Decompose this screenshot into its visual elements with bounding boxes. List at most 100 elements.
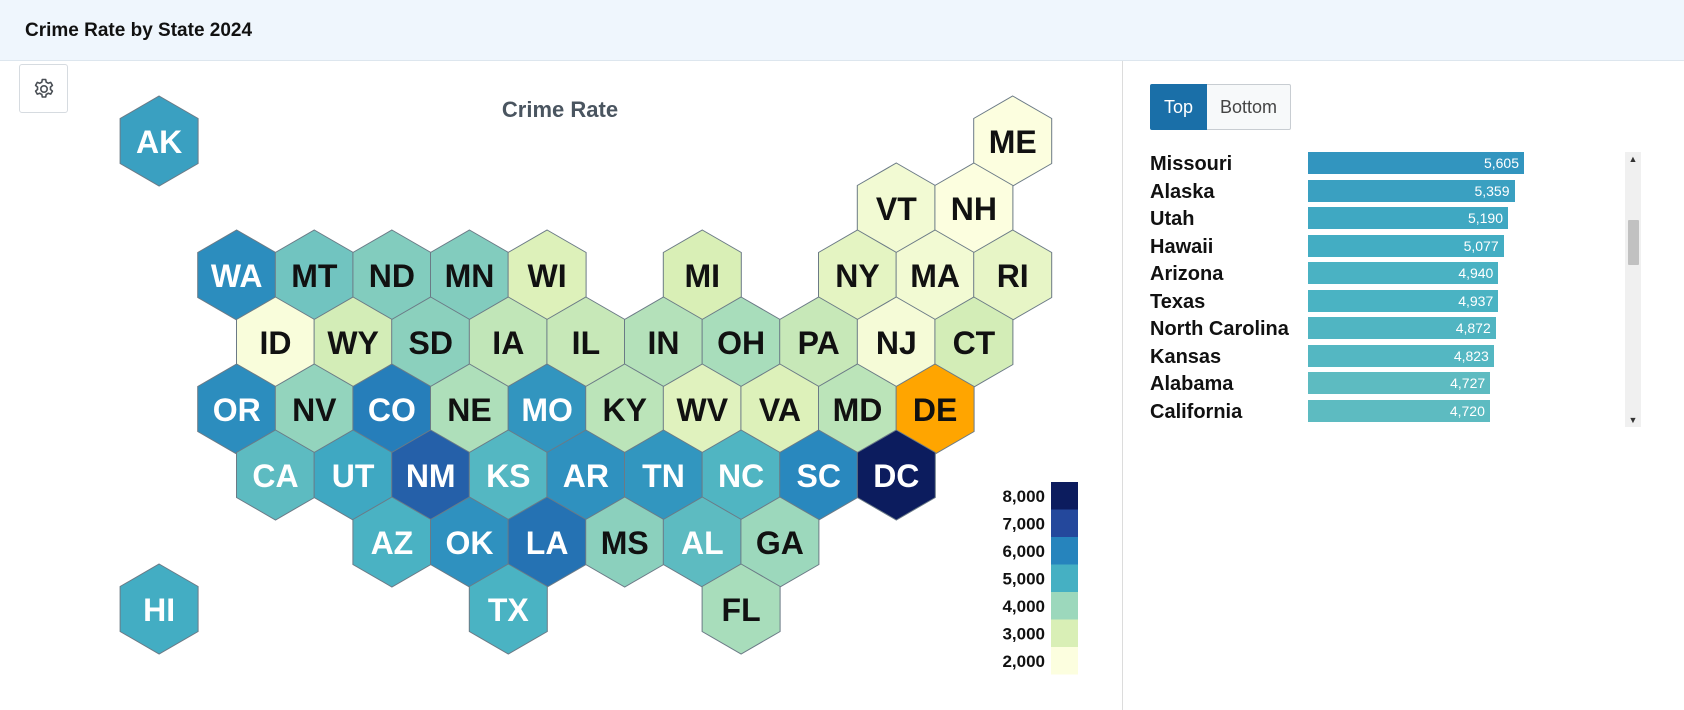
panel-divider [1122,61,1123,710]
rank-bar[interactable]: 4,727 [1308,372,1491,394]
state-hex-wy[interactable]: WY [313,296,393,388]
legend-label: 6,000 [1002,542,1045,561]
map-title: Crime Rate [501,97,619,122]
list-item[interactable]: Kansas 4,823 [1150,344,1640,371]
state-hex-md[interactable]: MD [818,363,897,455]
state-hex-fl[interactable]: FL [701,563,781,655]
state-hex-oh[interactable]: OH [701,296,781,388]
state-label: WA [211,258,263,294]
state-hex-sd[interactable]: SD [391,296,471,388]
state-hex-az[interactable]: AZ [352,496,432,588]
state-hex-co[interactable]: CO [352,363,432,455]
list-item[interactable]: Arizona 4,940 [1150,262,1640,288]
state-hex-wi[interactable]: WI [507,229,587,321]
rank-bar[interactable]: 5,190 [1308,207,1508,229]
list-item[interactable]: North Carolina 4,872 [1150,317,1640,343]
state-label: VA [759,392,801,428]
state-hex-shape[interactable] [701,563,781,655]
rank-bar[interactable]: 5,605 [1308,152,1524,174]
state-hex-al[interactable]: AL [662,496,742,588]
state-label: OR [213,392,261,428]
state-hex-mi[interactable]: MI [662,229,742,321]
state-label: TX [488,592,530,628]
state-hex-ne[interactable]: NE [430,363,509,455]
state-label: NH [951,191,997,227]
state-hex-shape[interactable] [119,563,199,655]
state-label: KY [602,392,646,428]
rank-value: 4,720 [1449,402,1485,419]
rank-value: 5,359 [1474,182,1510,199]
state-hex-tx[interactable]: TX [468,563,548,655]
gear-icon [34,78,53,98]
state-hex-mn[interactable]: MN [430,229,509,321]
ranking-scrollbar[interactable]: ▲ ▼ [1625,152,1641,427]
scroll-thumb[interactable] [1628,220,1639,265]
state-hex-vt[interactable]: VT [856,162,936,254]
state-hex-de[interactable]: DE [895,363,975,455]
tab-bottom[interactable]: Bottom [1207,84,1292,130]
scroll-up-arrow-icon[interactable]: ▲ [1628,154,1638,164]
state-hex-ga[interactable]: GA [740,496,820,588]
settings-button[interactable] [19,64,68,113]
state-hex-ia[interactable]: IA [468,296,548,388]
rank-bar[interactable]: 5,077 [1308,234,1504,257]
list-item[interactable]: Alabama 4,727 [1150,372,1640,398]
state-hex-pa[interactable]: PA [779,296,859,388]
rank-bar[interactable]: 4,720 [1308,399,1490,422]
state-hex-in[interactable]: IN [624,296,703,388]
rank-state-name: Hawaii [1150,235,1214,258]
state-hex-sc[interactable]: SC [779,429,859,521]
state-label: OK [446,525,494,561]
state-hex-nj[interactable]: NJ [856,296,936,388]
state-hex-nc[interactable]: NC [701,429,781,521]
state-hex-dc[interactable]: DC [856,429,936,521]
state-label: MD [833,392,883,428]
rank-bar[interactable]: 4,823 [1308,344,1494,367]
state-hex-hi[interactable]: HI [119,563,199,655]
state-label: MT [291,258,338,294]
rank-bar[interactable]: 5,359 [1308,179,1515,202]
state-label: IA [492,325,524,361]
state-hex-shape[interactable] [119,95,199,187]
state-hex-ca[interactable]: CA [236,429,315,521]
state-hex-wv[interactable]: WV [662,363,742,455]
list-item[interactable]: California 4,720 [1150,399,1640,426]
list-item[interactable]: Hawaii 5,077 [1150,234,1640,261]
rank-state-name: Kansas [1150,345,1222,368]
legend-swatch [1051,592,1078,620]
tab-top[interactable]: Top [1150,84,1208,130]
hex-layer: AK HI ME VT NH WA MT ND MN WI MI NY MA RI ID WY SD IA IL IN… [119,95,1053,655]
state-label: WI [528,258,567,294]
state-hex-or[interactable]: OR [197,363,277,455]
state-hex-ma[interactable]: MA [895,229,975,321]
state-hex-ky[interactable]: KY [585,363,665,455]
rank-bar[interactable]: 4,940 [1308,262,1499,284]
state-label: MN [445,258,495,294]
scroll-down-arrow-icon[interactable]: ▼ [1628,415,1638,425]
legend-swatch [1051,537,1078,565]
state-hex-la[interactable]: LA [507,496,587,588]
rank-bar[interactable]: 4,872 [1308,317,1496,339]
state-hex-shape[interactable] [856,429,936,521]
rank-bar[interactable]: 4,937 [1308,289,1499,312]
list-item[interactable]: Alaska 5,359 [1150,179,1640,206]
state-hex-ny[interactable]: NY [818,229,897,321]
state-hex-shape[interactable] [468,563,548,655]
state-hex-id[interactable]: ID [236,296,315,388]
state-hex-tn[interactable]: TN [624,429,703,521]
state-label: NE [447,392,491,428]
state-hex-ak[interactable]: AK [119,95,199,187]
list-item[interactable]: Utah 5,190 [1150,207,1640,233]
list-item[interactable]: Missouri 5,605 [1150,152,1640,178]
state-hex-me[interactable]: ME [973,95,1053,187]
list-item[interactable]: Texas 4,937 [1150,289,1640,316]
state-hex-ct[interactable]: CT [934,296,1014,388]
state-label: VT [876,191,917,227]
state-hex-ut[interactable]: UT [313,429,393,521]
rank-value: 4,872 [1455,320,1491,336]
legend-swatch [1051,564,1078,592]
state-label: LA [526,525,569,561]
rank-value: 5,190 [1467,210,1503,226]
state-hex-ri[interactable]: RI [973,229,1053,321]
state-hex-ms[interactable]: MS [585,496,665,588]
